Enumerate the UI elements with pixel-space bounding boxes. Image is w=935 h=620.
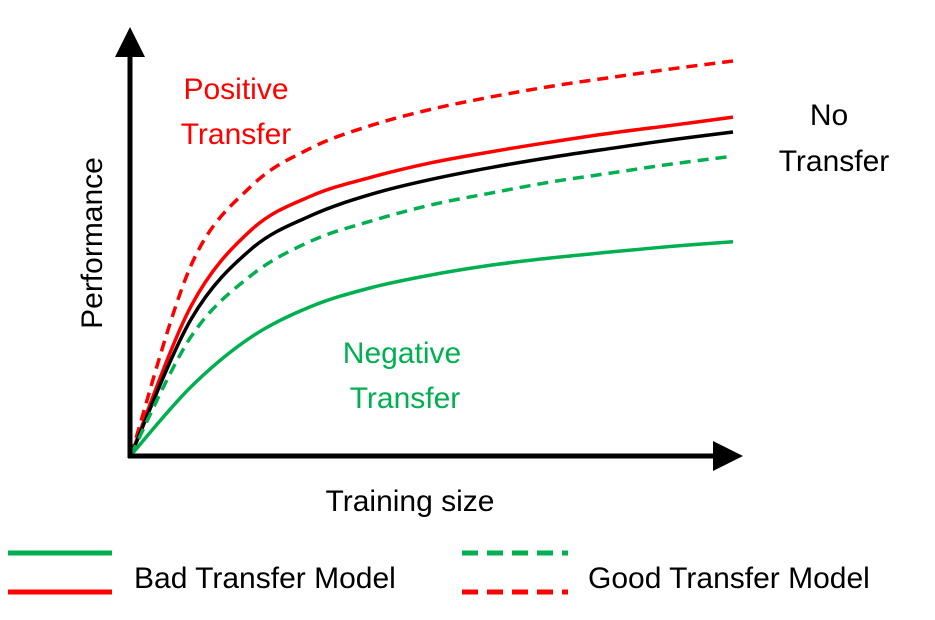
series-good-positive-line [129, 59, 734, 456]
legend-label-bad-transfer: Bad Transfer Model [134, 562, 396, 595]
legend-entry-good-transfer: Good Transfer Model [462, 550, 870, 595]
annotation-negative-line-1: Negative [343, 337, 461, 370]
series-bad-negative-line [129, 239, 734, 457]
series-layer [129, 59, 734, 457]
legend-entry-bad-transfer: Bad Transfer Model [8, 550, 396, 595]
annotation-no-line-2: Transfer [779, 145, 890, 178]
annotation-positive-transfer: Positive Transfer [181, 73, 292, 151]
annotation-positive-line-1: Positive [183, 73, 288, 106]
x-axis-label: Training size [326, 485, 495, 518]
annotation-negative-line-2: Transfer [350, 382, 461, 415]
series-no-transfer-line [129, 130, 734, 456]
annotation-no-line-1: No [810, 99, 848, 132]
annotation-positive-line-2: Transfer [181, 118, 292, 151]
annotation-no-transfer: No Transfer [779, 99, 890, 178]
y-axis-label: Performance [76, 157, 109, 329]
series-bad-positive-line [129, 115, 734, 456]
legend: Bad Transfer Model Good Transfer Model [8, 550, 870, 595]
annotation-negative-transfer: Negative Transfer [343, 337, 461, 415]
legend-label-good-transfer: Good Transfer Model [588, 562, 870, 595]
